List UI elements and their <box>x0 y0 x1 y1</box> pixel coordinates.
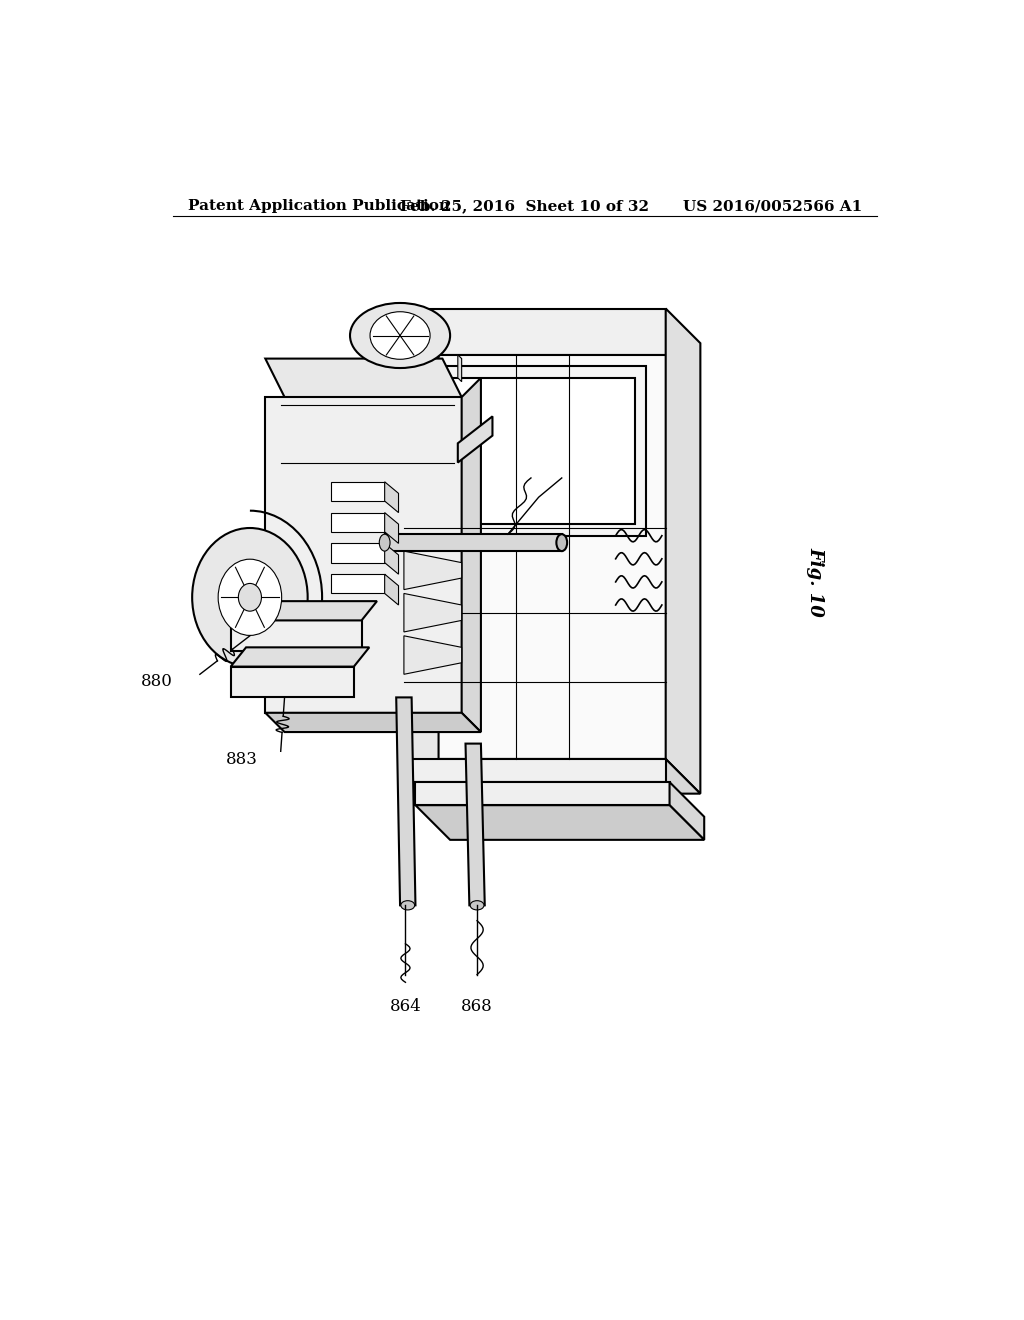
Ellipse shape <box>218 560 282 635</box>
Polygon shape <box>385 544 398 574</box>
Polygon shape <box>462 378 481 733</box>
Text: Feb. 25, 2016  Sheet 10 of 32: Feb. 25, 2016 Sheet 10 of 32 <box>400 199 649 213</box>
Ellipse shape <box>470 900 484 909</box>
Polygon shape <box>416 805 705 840</box>
Polygon shape <box>230 647 370 667</box>
Ellipse shape <box>370 312 430 359</box>
Polygon shape <box>666 309 700 793</box>
Text: 887: 887 <box>565 466 597 483</box>
Text: US 2016/0052566 A1: US 2016/0052566 A1 <box>683 199 862 213</box>
Text: Fig. 10: Fig. 10 <box>807 546 825 616</box>
Polygon shape <box>458 416 493 462</box>
Polygon shape <box>230 667 354 697</box>
Polygon shape <box>403 636 462 675</box>
Polygon shape <box>265 397 462 713</box>
Ellipse shape <box>556 535 567 552</box>
Ellipse shape <box>379 535 390 552</box>
Polygon shape <box>670 781 705 840</box>
Polygon shape <box>265 359 462 397</box>
Polygon shape <box>385 574 398 605</box>
Text: Patent Application Publication: Patent Application Publication <box>188 199 451 213</box>
Polygon shape <box>403 552 462 590</box>
Text: 864: 864 <box>389 998 421 1015</box>
Polygon shape <box>403 759 666 781</box>
Polygon shape <box>416 781 670 805</box>
Ellipse shape <box>400 900 415 909</box>
Polygon shape <box>385 482 398 512</box>
Polygon shape <box>265 713 481 733</box>
Text: 883: 883 <box>225 751 258 767</box>
Ellipse shape <box>239 583 261 611</box>
Polygon shape <box>331 574 385 594</box>
Polygon shape <box>466 743 484 906</box>
Polygon shape <box>458 355 462 381</box>
Polygon shape <box>419 367 646 536</box>
Text: 868: 868 <box>461 998 493 1015</box>
Ellipse shape <box>193 528 307 667</box>
Polygon shape <box>331 512 385 532</box>
Polygon shape <box>403 355 666 759</box>
Ellipse shape <box>350 304 451 368</box>
Polygon shape <box>403 309 438 793</box>
Polygon shape <box>385 512 398 544</box>
Polygon shape <box>385 535 562 552</box>
Polygon shape <box>331 482 385 502</box>
Polygon shape <box>230 620 361 651</box>
Text: 880: 880 <box>141 673 173 690</box>
Polygon shape <box>435 378 635 524</box>
Polygon shape <box>403 594 462 632</box>
Polygon shape <box>230 601 377 620</box>
Polygon shape <box>403 309 666 355</box>
Polygon shape <box>403 759 700 793</box>
Polygon shape <box>396 697 416 906</box>
Polygon shape <box>331 544 385 562</box>
